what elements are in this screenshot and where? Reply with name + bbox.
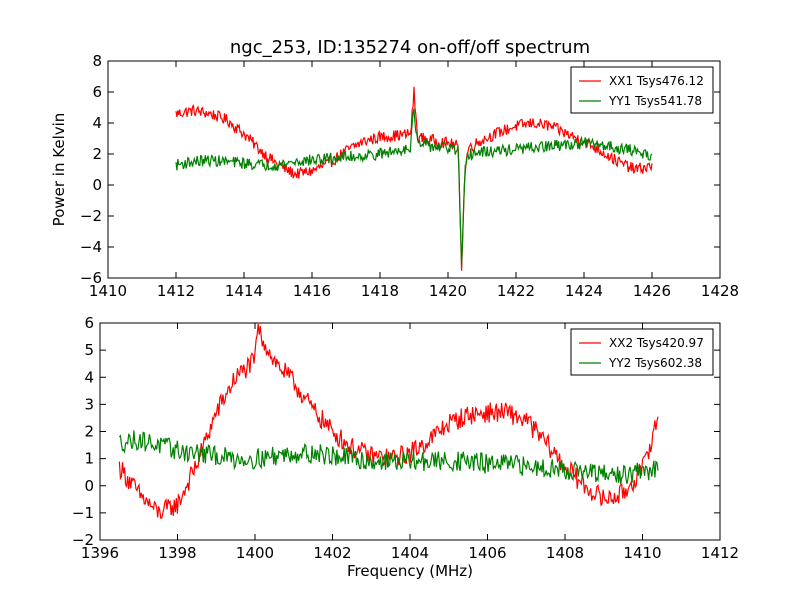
y-tick-label: 1 [84,450,94,468]
x-tick-label: 1428 [701,282,739,300]
legend-label: XX1 Tsys476.12 [609,74,704,88]
y-tick-label: 0 [92,176,102,194]
y-tick-label: −2 [80,207,102,225]
x-tick-label: 1398 [158,544,196,562]
x-tick-label: 1400 [236,544,274,562]
x-tick-label: 1404 [391,544,429,562]
legend-label: YY2 Tsys602.38 [608,356,702,370]
legend-box [570,328,714,376]
legend-label: XX2 Tsys420.97 [609,336,704,350]
x-tick-label: 1426 [633,282,671,300]
series-line [118,430,659,484]
y-tick-label: −4 [80,238,102,256]
y-tick-label: −1 [72,504,94,522]
legend: XX1 Tsys476.12 YY1 Tsys541.78 [570,66,714,114]
y-tick-label: 8 [92,52,102,70]
y-tick-label: 6 [84,314,94,332]
x-tick-label: 1412 [157,282,195,300]
x-tick-label: 1406 [468,544,506,562]
y-axis-label: Power in Kelvin [50,113,68,227]
figure-title: ngc_253, ID:135274 on-off/off spectrum [230,37,590,58]
y-tick-label: 6 [92,83,102,101]
x-tick-label: 1416 [293,282,331,300]
x-tick-label: 1412 [701,544,739,562]
x-axis-label: Frequency (MHz) [347,562,473,580]
y-tick-label: 3 [84,395,94,413]
x-tick-label: 1408 [546,544,584,562]
legend-label: YY1 Tsys541.78 [608,94,702,108]
series-line [175,86,653,271]
y-tick-label: 4 [92,114,102,132]
y-tick-label: 2 [84,423,94,441]
series-line [175,108,653,266]
y-tick-label: −6 [80,269,102,287]
x-tick-label: 1410 [623,544,661,562]
legend: XX2 Tsys420.97 YY2 Tsys602.38 [570,328,714,376]
x-tick-label: 1414 [225,282,263,300]
top-panel: 1410 1412 1414 1416 1418 1420 1422 1424 1426 1428… [50,52,739,300]
y-tick-label: 2 [92,145,102,163]
legend-box [570,66,714,114]
x-tick-label: 1410 [89,282,127,300]
x-tick-label: 1420 [429,282,467,300]
x-tick-label: 1422 [497,282,535,300]
x-tick-label: 1424 [565,282,603,300]
x-tick-label: 1402 [313,544,351,562]
x-tick-label: 1396 [81,544,119,562]
bottom-panel: 1396 1398 1400 1402 1404 1406 1408 1410 1412−2−1… [72,314,739,580]
y-tick-label: 5 [84,341,94,359]
x-tick-label: 1418 [361,282,399,300]
plot-frame [107,60,721,279]
y-tick-label: 4 [84,368,94,386]
y-tick-label: −2 [72,531,94,549]
y-tick-label: 0 [84,477,94,495]
